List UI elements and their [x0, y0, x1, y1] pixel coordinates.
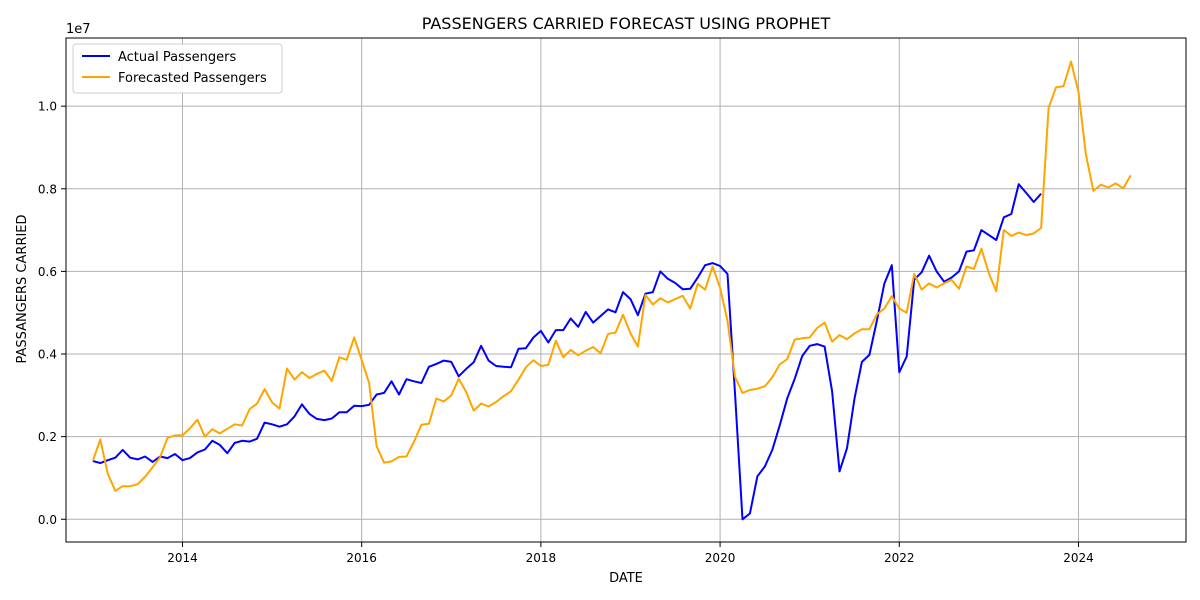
- plot-area-frame: [65, 37, 1187, 543]
- y-tick-label: 1.0: [38, 100, 57, 114]
- y-axis-label: PASSANGERS CARRIED: [15, 214, 30, 363]
- x-tick-label: 2016: [346, 551, 377, 565]
- x-axis-label: DATE: [609, 571, 643, 586]
- chart-title: PASSENGERS CARRIED FORECAST USING PROPHE…: [422, 14, 831, 33]
- y-tick-label: 0.4: [38, 348, 57, 362]
- x-tick-label: 2024: [1063, 551, 1094, 565]
- legend: Actual Passengers Forecasted Passengers: [72, 43, 283, 94]
- y-tick-label: 0.8: [38, 182, 57, 196]
- legend-label-forecast: Forecasted Passengers: [118, 71, 267, 86]
- grid-lines: [66, 38, 1186, 542]
- y-axis-offset-label: 1e7: [66, 22, 91, 37]
- series-line-forecasted-passengers: [91, 60, 1132, 492]
- series-lines: [91, 60, 1132, 521]
- y-tick-label: 0.2: [38, 430, 57, 444]
- legend-label-actual: Actual Passengers: [118, 50, 236, 65]
- x-tick-label: 2022: [884, 551, 915, 565]
- axis-ticks: 2014 2016 2018 2020 2022 2024 0.0 0.2 0.4 0.6 0.8 1…: [38, 100, 1094, 565]
- series-line-actual-passengers: [92, 183, 1042, 521]
- legend-box: [72, 43, 283, 94]
- x-tick-label: 2020: [705, 551, 736, 565]
- x-tick-label: 2014: [167, 551, 198, 565]
- x-tick-label: 2018: [526, 551, 557, 565]
- y-tick-label: 0.0: [38, 513, 57, 527]
- y-tick-label: 0.6: [38, 265, 57, 279]
